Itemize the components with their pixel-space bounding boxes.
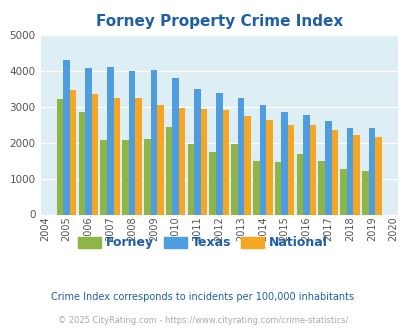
Bar (259, 105, 265, 214)
Bar (374, 137, 381, 214)
Bar (79, 112, 85, 214)
Bar (165, 127, 172, 214)
Bar (200, 109, 207, 214)
Bar (287, 124, 294, 214)
Bar (100, 140, 107, 214)
Bar (187, 144, 194, 214)
Bar (222, 110, 228, 214)
Bar (144, 139, 150, 214)
Bar (231, 144, 237, 214)
Bar (339, 169, 346, 214)
Bar (274, 162, 281, 214)
Bar (237, 98, 244, 214)
Bar (92, 94, 98, 214)
Bar (331, 130, 337, 214)
Bar (85, 68, 92, 214)
Bar (157, 105, 163, 214)
Bar (150, 70, 157, 214)
Bar (63, 60, 70, 214)
Bar (113, 98, 120, 214)
Bar (172, 78, 179, 214)
Bar (209, 152, 215, 214)
Bar (281, 112, 287, 214)
Bar (107, 67, 113, 214)
Bar (324, 121, 331, 214)
Bar (179, 108, 185, 214)
Bar (57, 99, 63, 214)
Bar (361, 171, 368, 214)
Bar (215, 93, 222, 214)
Bar (368, 128, 374, 214)
Bar (194, 88, 200, 214)
Text: Crime Index corresponds to incidents per 100,000 inhabitants: Crime Index corresponds to incidents per… (51, 292, 354, 302)
Bar (303, 115, 309, 214)
Bar (128, 71, 135, 215)
Bar (296, 154, 303, 214)
Bar (318, 161, 324, 214)
Bar (265, 120, 272, 214)
Text: © 2025 CityRating.com - https://www.cityrating.com/crime-statistics/: © 2025 CityRating.com - https://www.city… (58, 316, 347, 325)
Bar (352, 135, 359, 214)
Bar (122, 140, 128, 214)
Bar (70, 90, 76, 214)
Bar (346, 128, 352, 214)
Bar (244, 115, 250, 214)
Bar (252, 161, 259, 214)
Legend: Forney, Texas, National: Forney, Texas, National (73, 231, 332, 254)
Title: Forney Property Crime Index: Forney Property Crime Index (96, 14, 342, 29)
Bar (309, 125, 315, 214)
Bar (135, 98, 141, 214)
